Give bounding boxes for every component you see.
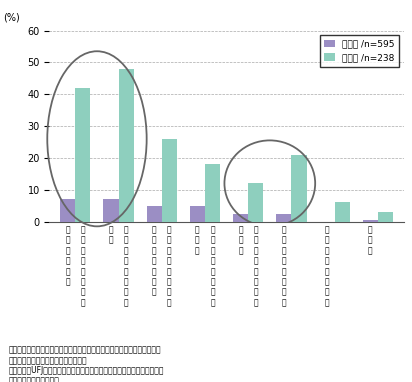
- Text: 関
係: 関 係: [109, 225, 113, 245]
- Text: そ
の
他
国
内
企
業
と: そ の 他 国 内 企 業 と: [210, 225, 215, 307]
- Text: 海
外
ビ
ジ
ネ
ス
人
材: 海 外 ビ ジ ネ ス 人 材: [325, 225, 329, 307]
- Bar: [190, 206, 205, 222]
- Text: 外
国
の
市
場
に
関
す: 外 国 の 市 場 に 関 す: [253, 225, 258, 307]
- Bar: [162, 139, 177, 222]
- Bar: [205, 164, 220, 222]
- Bar: [378, 212, 393, 222]
- Text: 経済産業省作成。: 経済産業省作成。: [8, 376, 59, 382]
- Bar: [119, 69, 134, 222]
- Text: 業務を行っている企業を対象。: 業務を行っている企業を対象。: [8, 356, 87, 365]
- Bar: [335, 202, 350, 222]
- Text: 外
国
企
業
と
の
関
係: 外 国 企 業 と の 関 係: [281, 225, 286, 307]
- Text: そ
の
他: そ の 他: [368, 225, 372, 255]
- Bar: [147, 206, 162, 222]
- Bar: [60, 199, 75, 222]
- Bar: [363, 220, 378, 222]
- Text: 商
品
の
専
門
知
識: 商 品 の 専 門 知 識: [152, 225, 157, 297]
- Text: 国
内
地
域
企
業
と
の: 国 内 地 域 企 業 と の: [124, 225, 129, 307]
- Text: 備考：卸売業務に関して有する自社の強みに関するアンケート調査。卸売: 備考：卸売業務に関して有する自社の強みに関するアンケート調査。卸売: [8, 346, 161, 355]
- Text: の
関
係: の 関 係: [195, 225, 200, 255]
- Bar: [233, 214, 248, 222]
- Text: る
情
報: る 情 報: [238, 225, 243, 255]
- Bar: [248, 183, 263, 222]
- Text: (%): (%): [3, 13, 20, 23]
- Text: そ
の
他
国
内
企
業
の: そ の 他 国 内 企 業 の: [167, 225, 172, 307]
- Bar: [276, 214, 291, 222]
- Text: 国
内
地
域
企
業
の
商: 国 内 地 域 企 業 の 商: [81, 225, 85, 307]
- Legend: 製造業 /n=595, 卸売業 /n=238: 製造業 /n=595, 卸売業 /n=238: [320, 35, 399, 66]
- Bar: [75, 88, 91, 222]
- Bar: [103, 199, 119, 222]
- Text: 品
の
専
門
知
識: 品 の 専 門 知 識: [66, 225, 70, 286]
- Bar: [291, 155, 307, 222]
- Text: 資料：三菱UFJリサーチ＆コンサルティング株式会社アンケート調査から: 資料：三菱UFJリサーチ＆コンサルティング株式会社アンケート調査から: [8, 366, 164, 375]
